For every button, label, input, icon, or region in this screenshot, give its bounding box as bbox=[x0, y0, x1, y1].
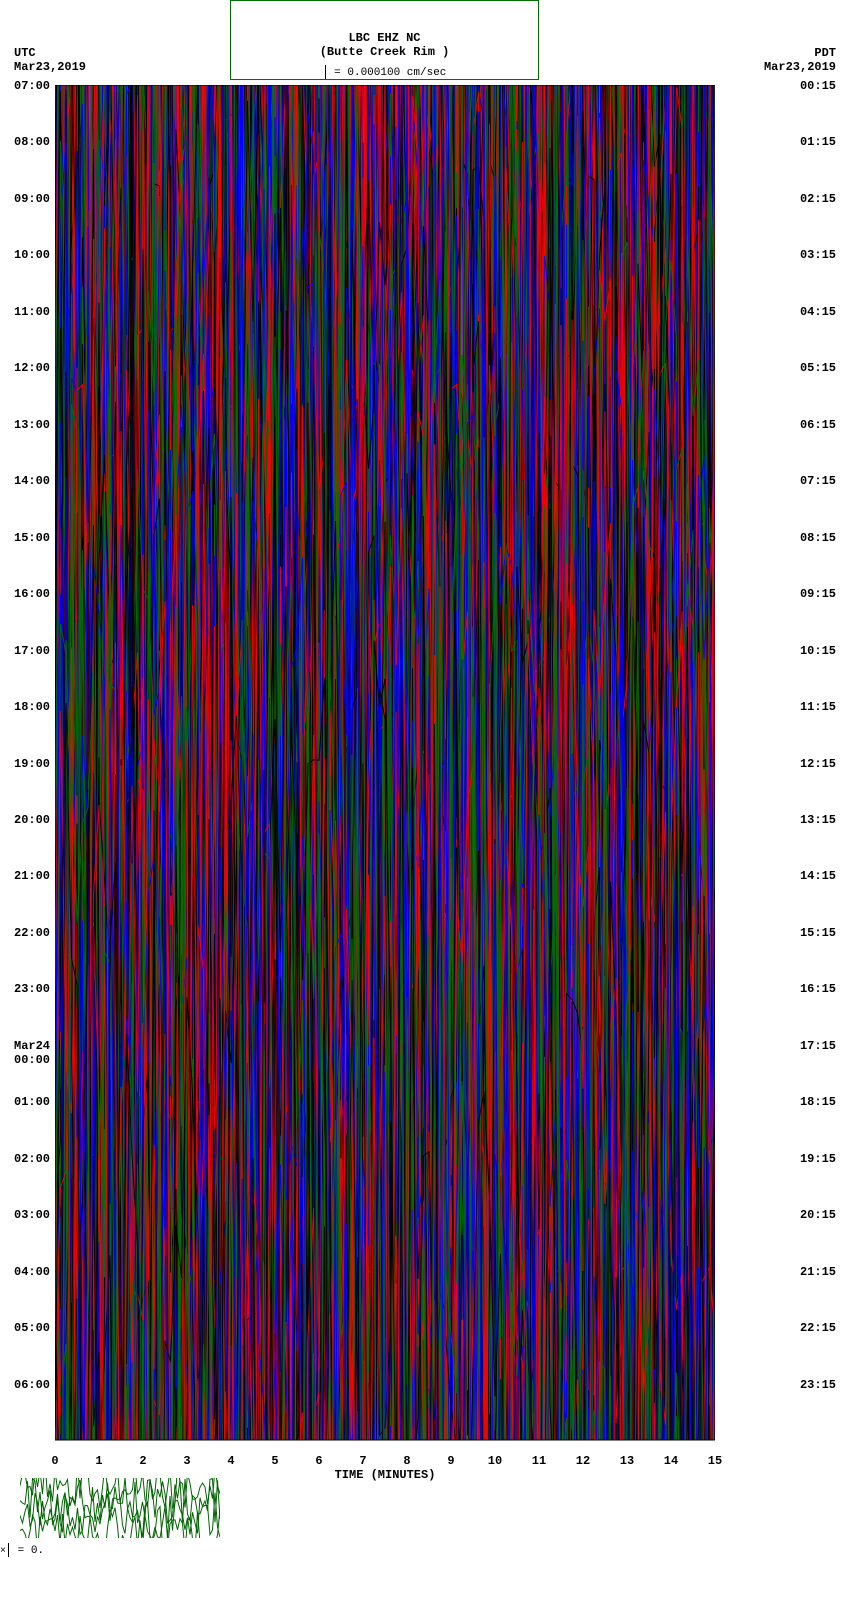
x-tick-label: 0 bbox=[51, 1454, 58, 1468]
left-time-label: 16:00 bbox=[14, 587, 50, 601]
left-time-label: 18:00 bbox=[14, 700, 50, 714]
x-tick-label: 3 bbox=[183, 1454, 190, 1468]
right-time-label: 14:15 bbox=[800, 869, 836, 883]
left-time-label: 04:00 bbox=[14, 1265, 50, 1279]
x-tick-label: 9 bbox=[447, 1454, 454, 1468]
x-tick-label: 13 bbox=[620, 1454, 634, 1468]
x-tick-label: 12 bbox=[576, 1454, 590, 1468]
station-id: LBC EHZ NC bbox=[231, 31, 538, 45]
right-time-label: 06:15 bbox=[800, 418, 836, 432]
x-tick-label: 10 bbox=[488, 1454, 502, 1468]
x-tick-label: 11 bbox=[532, 1454, 546, 1468]
left-time-label: 10:00 bbox=[14, 248, 50, 262]
right-time-label: 18:15 bbox=[800, 1095, 836, 1109]
tz-left-date: Mar23,2019 bbox=[14, 60, 86, 74]
bottom-noise-svg bbox=[20, 1478, 220, 1538]
bottom-noise-strip bbox=[20, 1478, 220, 1538]
tz-right-date: Mar23,2019 bbox=[764, 60, 836, 74]
x-tick-label: 8 bbox=[403, 1454, 410, 1468]
left-time-label: 22:00 bbox=[14, 926, 50, 940]
right-time-label: 16:15 bbox=[800, 982, 836, 996]
left-time-label: 19:00 bbox=[14, 757, 50, 771]
left-time-label: 09:00 bbox=[14, 192, 50, 206]
right-time-label: 22:15 bbox=[800, 1321, 836, 1335]
x-tick-label: 14 bbox=[664, 1454, 678, 1468]
right-time-label: 02:15 bbox=[800, 192, 836, 206]
left-time-label: 15:00 bbox=[14, 531, 50, 545]
right-time-label: 09:15 bbox=[800, 587, 836, 601]
right-time-label: 20:15 bbox=[800, 1208, 836, 1222]
x-tick-label: 7 bbox=[359, 1454, 366, 1468]
x-tick-label: 2 bbox=[139, 1454, 146, 1468]
x-axis-line bbox=[55, 1440, 715, 1454]
right-time-label: 04:15 bbox=[800, 305, 836, 319]
header-box: LBC EHZ NC (Butte Creek Rim ) = 0.000100… bbox=[230, 0, 539, 80]
left-time-label: 06:00 bbox=[14, 1378, 50, 1392]
seismogram-page: UTC Mar23,2019 PDT Mar23,2019 LBC EHZ NC… bbox=[0, 0, 850, 1613]
right-time-label: 05:15 bbox=[800, 361, 836, 375]
right-time-label: 01:15 bbox=[800, 135, 836, 149]
x-tick-label: 6 bbox=[315, 1454, 322, 1468]
x-axis-title: TIME (MINUTES) bbox=[335, 1468, 436, 1482]
tz-left-code: UTC bbox=[14, 46, 86, 60]
left-time-label: 13:00 bbox=[14, 418, 50, 432]
left-time-label: 01:00 bbox=[14, 1095, 50, 1109]
right-time-label: 07:15 bbox=[800, 474, 836, 488]
scale-annotation: = 0.000100 cm/sec bbox=[231, 65, 538, 79]
station-name: (Butte Creek Rim ) bbox=[231, 45, 538, 59]
bottom-scale-note: × = 0. bbox=[0, 1543, 44, 1557]
left-time-label: 07:00 bbox=[14, 79, 50, 93]
right-time-label: 08:15 bbox=[800, 531, 836, 545]
left-time-label: 20:00 bbox=[14, 813, 50, 827]
left-time-label: 12:00 bbox=[14, 361, 50, 375]
tz-right-code: PDT bbox=[764, 46, 836, 60]
x-axis: 0123456789101112131415 TIME (MINUTES) bbox=[55, 1440, 715, 1480]
left-time-label: 05:00 bbox=[14, 1321, 50, 1335]
left-time-label: 02:00 bbox=[14, 1152, 50, 1166]
left-time-label: Mar24 00:00 bbox=[14, 1039, 50, 1067]
right-time-label: 19:15 bbox=[800, 1152, 836, 1166]
tz-left: UTC Mar23,2019 bbox=[14, 46, 86, 74]
left-time-label: 08:00 bbox=[14, 135, 50, 149]
scale-bar-icon bbox=[8, 1543, 9, 1557]
left-time-label: 03:00 bbox=[14, 1208, 50, 1222]
x-tick-label: 1 bbox=[95, 1454, 102, 1468]
tz-right: PDT Mar23,2019 bbox=[764, 46, 836, 74]
right-time-label: 13:15 bbox=[800, 813, 836, 827]
x-tick-label: 4 bbox=[227, 1454, 234, 1468]
left-time-label: 23:00 bbox=[14, 982, 50, 996]
right-time-label: 11:15 bbox=[800, 700, 836, 714]
x-tick-label: 5 bbox=[271, 1454, 278, 1468]
left-time-label: 14:00 bbox=[14, 474, 50, 488]
seismogram-plot bbox=[55, 85, 715, 1440]
right-time-label: 03:15 bbox=[800, 248, 836, 262]
right-time-label: 00:15 bbox=[800, 79, 836, 93]
scale-bar-icon bbox=[325, 65, 326, 79]
left-time-label: 17:00 bbox=[14, 644, 50, 658]
right-time-label: 23:15 bbox=[800, 1378, 836, 1392]
right-time-label: 17:15 bbox=[800, 1039, 836, 1053]
left-time-label: 11:00 bbox=[14, 305, 50, 319]
seismogram-svg bbox=[55, 85, 715, 1440]
right-time-label: 21:15 bbox=[800, 1265, 836, 1279]
x-tick-label: 15 bbox=[708, 1454, 722, 1468]
right-time-label: 15:15 bbox=[800, 926, 836, 940]
right-time-label: 10:15 bbox=[800, 644, 836, 658]
left-time-label: 21:00 bbox=[14, 869, 50, 883]
right-time-label: 12:15 bbox=[800, 757, 836, 771]
